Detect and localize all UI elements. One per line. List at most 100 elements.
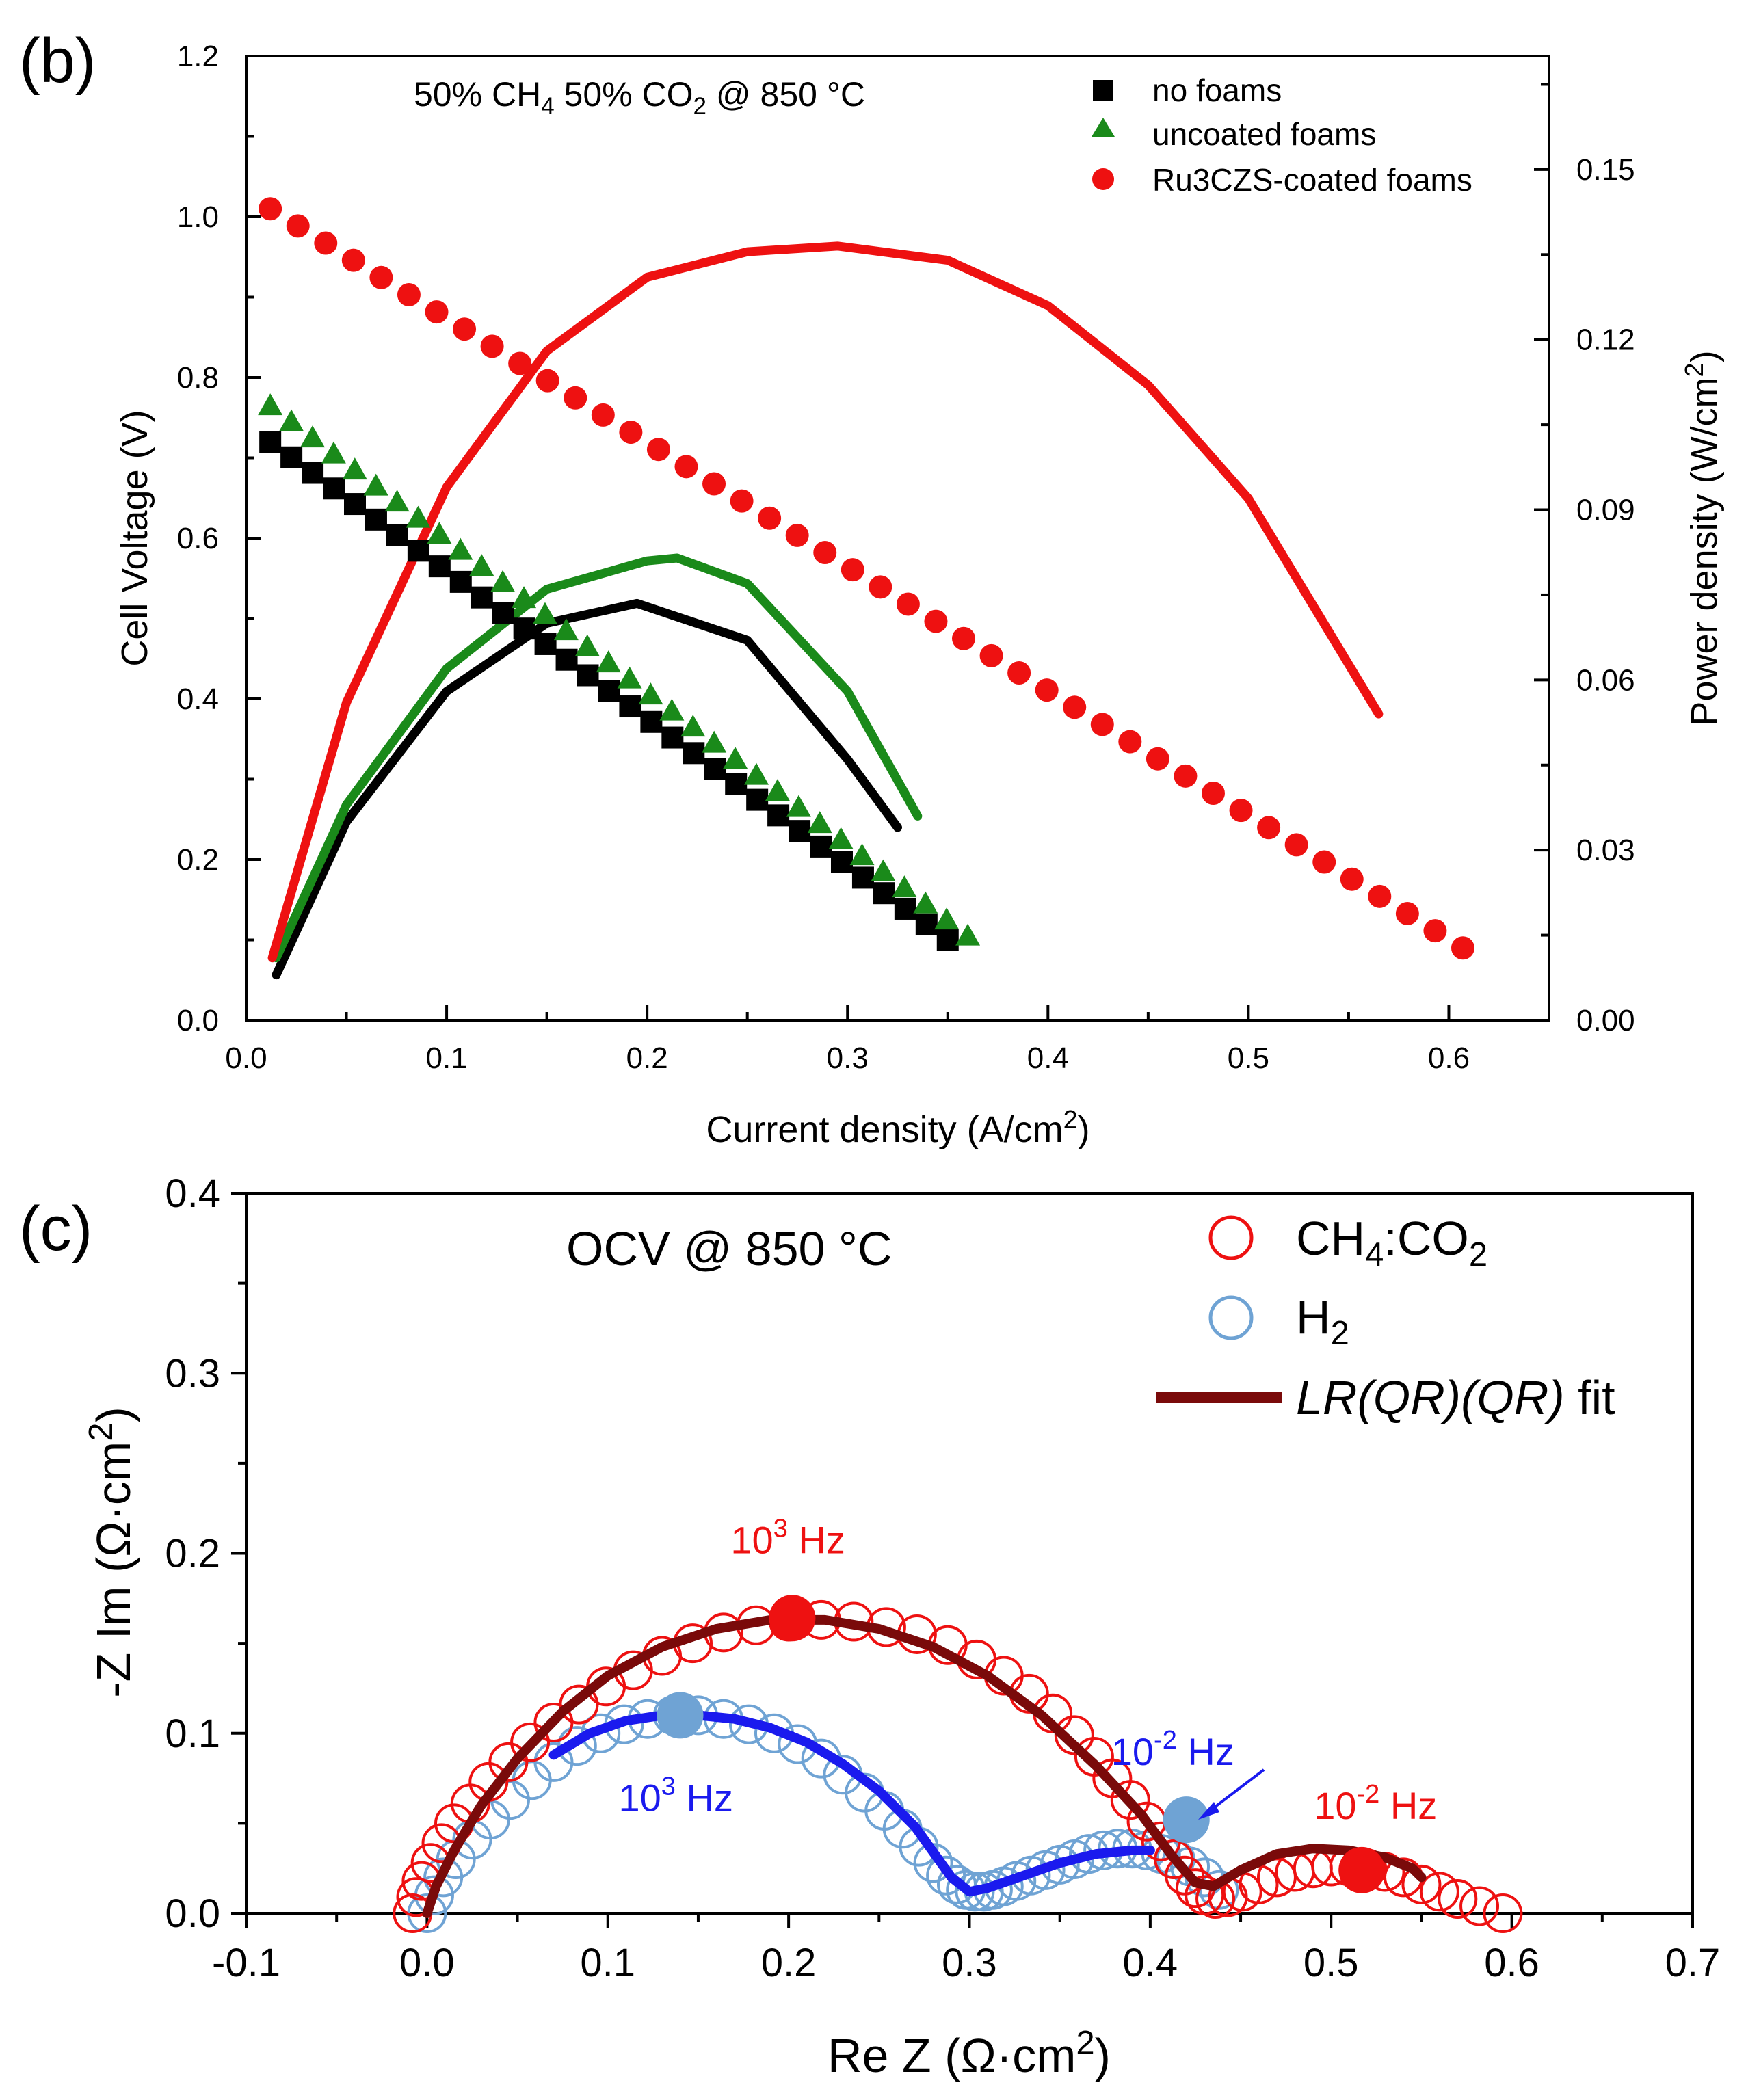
y-tick-label: 0.6 — [177, 522, 219, 555]
data-point — [286, 214, 310, 238]
data-point — [1438, 1878, 1478, 1919]
data-point — [407, 540, 429, 562]
power-curve-ru3czs-coated-foams-power — [267, 241, 1384, 963]
panel-b-title: 50% CH4 50% CO2 @ 850 °C — [414, 75, 865, 120]
data-point — [723, 747, 748, 769]
data-point — [851, 866, 874, 889]
panel-c-x-axis-title: Re Z (Ω·cm2) — [828, 2025, 1111, 2082]
data-point — [869, 575, 892, 599]
y-tick-label: 0.2 — [165, 1532, 220, 1576]
data-point — [384, 490, 410, 512]
data-point — [955, 923, 981, 946]
data-point — [841, 558, 864, 582]
x-tick-label: 0.2 — [761, 1941, 817, 1985]
panel-c-label: (c) — [19, 1194, 92, 1264]
power-curve-uncoated-foams-power — [272, 553, 923, 963]
data-point — [1451, 936, 1474, 960]
series-no-foams — [259, 431, 959, 951]
data-point — [512, 1760, 552, 1800]
data-point — [363, 473, 388, 496]
x-tick-label: 0.4 — [1027, 1041, 1069, 1075]
data-point — [557, 1726, 597, 1766]
data-point — [674, 455, 698, 479]
data-point — [449, 570, 472, 593]
x-tick-label: 0.1 — [580, 1941, 635, 1985]
legend-label-ch4-co2: CH4:CO2 — [1296, 1212, 1487, 1273]
data-point — [1201, 781, 1225, 805]
panel-b-x-axis-title: Current density (A/cm2) — [706, 1106, 1089, 1150]
legend-label-uncoated-foams: uncoated foams — [1152, 116, 1376, 152]
y-tick-label: 1.2 — [177, 40, 219, 73]
data-point — [1419, 1872, 1459, 1912]
data-point — [453, 317, 477, 341]
y-tick-label: 0.8 — [177, 361, 219, 395]
annotation-arrow-head — [1198, 1802, 1219, 1820]
data-point — [892, 875, 917, 898]
y-tick-label: 0.0 — [177, 1004, 219, 1037]
legend-label-ru3czs-coated-foams: Ru3CZS-coated foams — [1152, 162, 1472, 198]
x-tick-label: 0.2 — [626, 1041, 668, 1075]
data-point — [490, 570, 516, 592]
x-tick-label: 0.3 — [827, 1041, 869, 1075]
x-tick-label: 0.4 — [1123, 1941, 1178, 1985]
data-point — [321, 441, 346, 464]
data-point — [555, 648, 578, 671]
data-point — [508, 351, 532, 375]
legend-marker-ch4-co2 — [1208, 1215, 1254, 1260]
data-point — [913, 891, 938, 914]
y-tick-label: 1.0 — [177, 200, 219, 234]
panel-c-frame — [245, 1192, 1694, 1915]
data-point — [1459, 1886, 1500, 1926]
legend-label-fit: LR(QR)(QR) fit — [1296, 1371, 1615, 1424]
data-point — [915, 913, 938, 935]
data-point — [564, 386, 587, 410]
data-point — [1395, 901, 1419, 925]
data-point — [1110, 1780, 1150, 1820]
x-tick-label: 0.6 — [1428, 1041, 1470, 1075]
data-point — [492, 602, 514, 624]
data-point — [448, 537, 473, 560]
data-point — [513, 617, 535, 640]
data-point — [979, 643, 1003, 667]
data-point — [596, 650, 621, 673]
data-point — [828, 827, 854, 849]
data-point — [873, 882, 895, 905]
legend-marker-ru3czs-coated-foams — [1092, 168, 1114, 190]
x-tick-label: 0.6 — [1484, 1941, 1539, 1985]
panel-c-y-axis-title: -Z Im (Ω·cm2) — [83, 1407, 140, 1698]
y-tick-label: 0.3 — [165, 1351, 220, 1396]
data-point — [574, 634, 600, 656]
data-point — [323, 477, 345, 500]
x-tick-label: 0.1 — [425, 1041, 467, 1075]
y2-tick-label: 0.15 — [1576, 153, 1635, 187]
frequency-marker — [1163, 1796, 1210, 1844]
y-tick-label: 0.0 — [165, 1891, 220, 1936]
y2-tick-label: 0.09 — [1576, 494, 1635, 527]
data-point — [702, 730, 727, 753]
data-point — [1284, 833, 1308, 857]
panel-b-y-ticks: 0.0 0.2 0.4 0.6 0.8 1.0 1.2 — [177, 40, 261, 1037]
data-point — [259, 431, 282, 453]
y-tick-label: 0.2 — [177, 843, 219, 877]
y2-tick-label: 0.00 — [1576, 1004, 1635, 1037]
frequency-marker — [769, 1595, 816, 1642]
data-point — [702, 472, 726, 496]
data-point — [553, 618, 579, 641]
data-point — [259, 197, 282, 221]
panel-c: (c) -0.1 0.0 0.1 0.2 0.3 0.4 0.5 0.6 0.7 0.00.10… — [19, 1171, 1720, 2082]
data-point — [725, 773, 748, 795]
data-point — [343, 493, 366, 516]
data-point — [746, 788, 769, 811]
data-point — [1165, 1855, 1205, 1896]
frequency-label: 10-2 Hz — [1111, 1726, 1234, 1773]
data-point — [1401, 1864, 1442, 1904]
data-point — [1423, 919, 1447, 943]
x-tick-label: 0.0 — [225, 1041, 267, 1075]
data-point — [619, 421, 643, 444]
data-point — [427, 522, 452, 544]
data-point — [646, 438, 670, 462]
data-point — [1146, 747, 1169, 771]
data-point — [469, 554, 494, 576]
legend-marker-uncoated-foams — [1092, 118, 1115, 137]
